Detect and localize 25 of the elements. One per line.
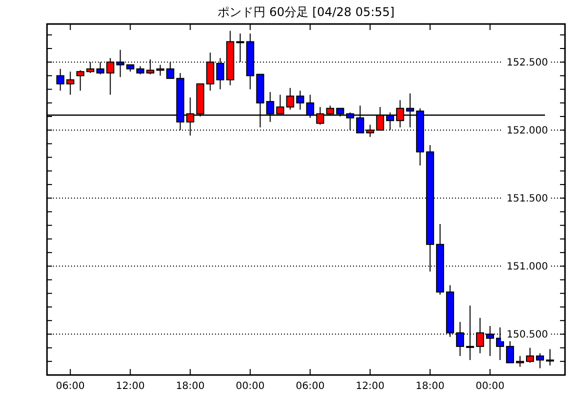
x-tick-label: 12:00 [356,381,385,392]
y-tick-label: 150.500 [506,330,548,341]
candlestick [156,64,164,76]
x-tick-label: 06:00 [56,381,85,392]
candlestick [286,87,294,110]
candlestick [506,340,514,364]
candlestick [536,352,544,369]
x-tick-label: 06:00 [296,381,325,392]
y-tick-label: 152.500 [506,58,548,69]
candlestick [56,68,64,92]
candlestick [296,90,304,110]
candlestick [546,348,554,366]
candlestick [516,355,524,368]
y-tick-label: 151.500 [506,194,548,205]
candlestick [66,71,74,96]
x-tick-label: 12:00 [116,381,145,392]
chart-title: ポンド円 60分足 [04/28 05:55] [217,5,395,19]
x-tick-label: 00:00 [236,381,265,392]
y-tick-label: 152.000 [506,126,548,137]
candlestick [526,347,534,364]
candlestick [76,70,84,92]
x-tick-label: 18:00 [176,381,205,392]
x-tick-label: 18:00 [416,381,444,392]
x-tick-label: 00:00 [476,381,504,392]
y-tick-label: 151.000 [506,262,548,273]
